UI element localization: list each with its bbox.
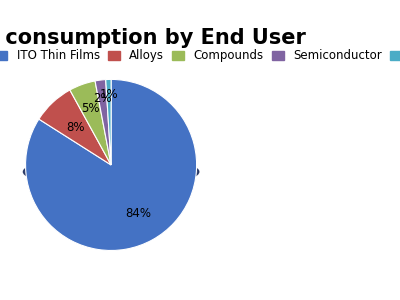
Wedge shape xyxy=(106,80,111,165)
Text: 1%: 1% xyxy=(100,88,118,101)
Wedge shape xyxy=(26,80,197,250)
Text: 5%: 5% xyxy=(82,102,100,115)
Legend: ITO Thin Films, Alloys, Compounds, Semiconductor, Others: ITO Thin Films, Alloys, Compounds, Semic… xyxy=(0,47,400,64)
Wedge shape xyxy=(95,80,111,165)
Wedge shape xyxy=(39,90,111,165)
Wedge shape xyxy=(70,81,111,165)
Ellipse shape xyxy=(24,157,199,187)
Text: 84%: 84% xyxy=(125,207,151,220)
Title: Indium consumption by End User: Indium consumption by End User xyxy=(0,28,306,48)
Text: 2%: 2% xyxy=(94,92,112,105)
Text: 8%: 8% xyxy=(67,121,85,134)
